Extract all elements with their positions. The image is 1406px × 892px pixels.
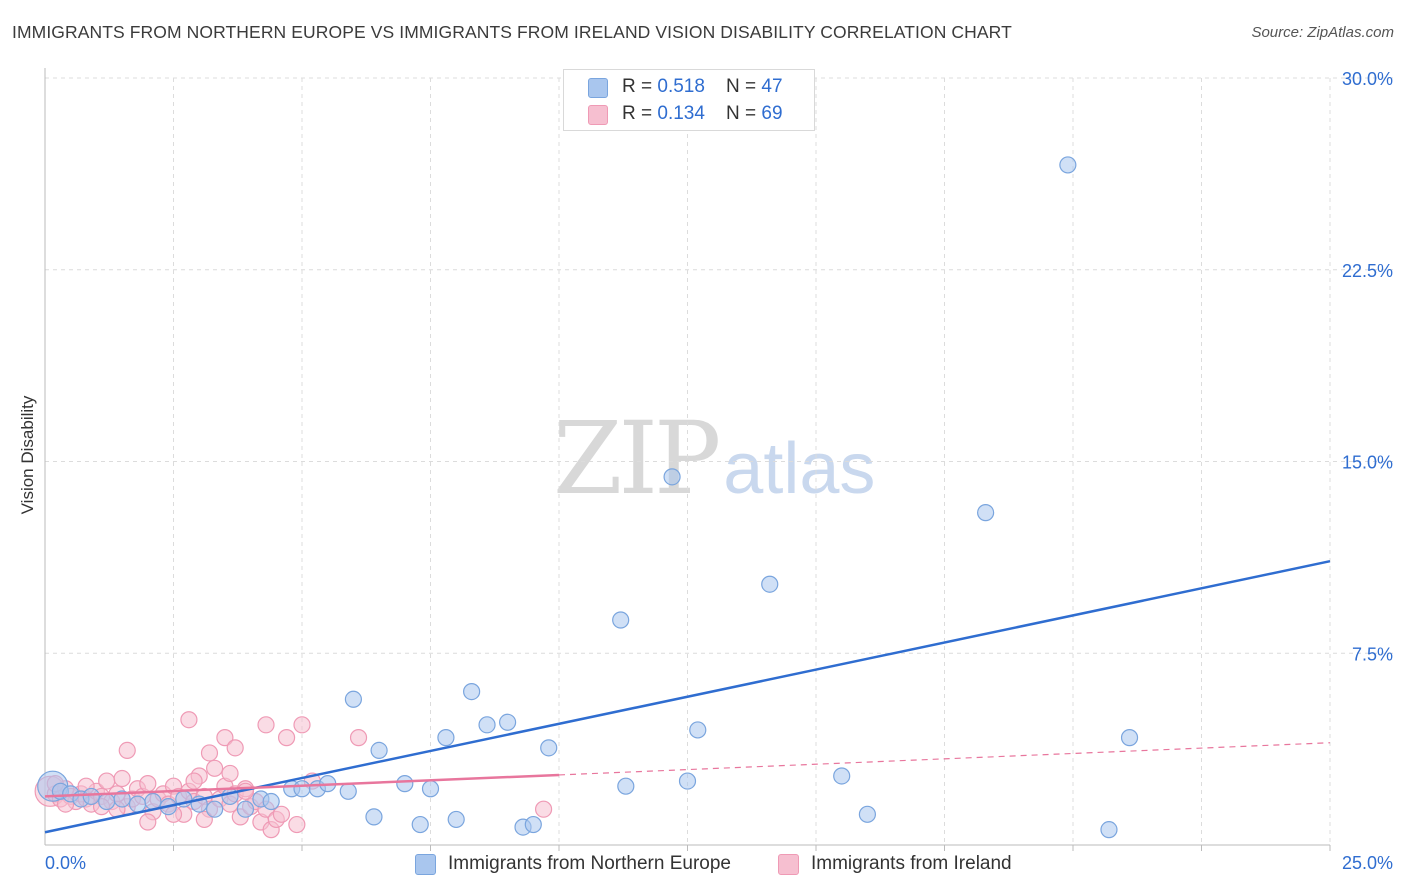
x-tick-label: 25.0% <box>1342 853 1393 873</box>
ireland-point <box>139 813 157 831</box>
n-value: 47 <box>761 76 783 97</box>
ireland-point <box>226 739 244 757</box>
ireland-point <box>180 711 198 729</box>
northern-europe-point <box>617 777 635 795</box>
r-label: R = <box>622 76 658 97</box>
watermark: ZIPatlas <box>553 400 875 517</box>
northern-europe-point <box>524 815 542 834</box>
bottom-legend-swatch-blue <box>415 854 436 875</box>
northern-europe-point <box>463 682 481 701</box>
bottom-legend-label: Immigrants from Ireland <box>811 853 1012 874</box>
northern-europe-point <box>421 780 440 798</box>
northern-europe-point <box>293 780 311 798</box>
northern-europe-point <box>663 468 681 486</box>
northern-europe-point <box>82 787 100 806</box>
legend-swatch-pink <box>588 105 608 125</box>
northern-europe-point <box>478 716 496 734</box>
n-label: N = <box>726 76 762 97</box>
y-tick-label: 7.5% <box>1352 644 1393 664</box>
n-value: 69 <box>761 103 783 124</box>
legend-swatch-blue <box>588 78 608 98</box>
northern-europe-point <box>339 782 357 800</box>
northern-europe-point <box>1100 821 1118 839</box>
bottom-legend-swatch-pink <box>778 854 799 875</box>
ireland-point <box>277 729 296 747</box>
northern-europe-point <box>499 713 517 731</box>
northern-europe-point <box>678 772 697 790</box>
ireland-point <box>118 741 136 760</box>
northern-europe-point <box>262 792 280 811</box>
n-label: N = <box>726 103 762 124</box>
ireland-point <box>206 759 224 777</box>
northern-europe-point <box>689 721 707 739</box>
northern-europe-point <box>447 810 465 829</box>
y-tick-label: 22.5% <box>1342 261 1393 281</box>
y-tick-label: 15.0% <box>1342 453 1393 473</box>
bottom-legend-label: Immigrants from Northern Europe <box>448 853 731 874</box>
ireland-point <box>200 744 219 762</box>
northern-europe-point <box>833 767 851 785</box>
ireland-point <box>288 815 306 834</box>
northern-europe-point <box>128 795 147 813</box>
northern-europe-point <box>396 775 414 793</box>
r-label: R = <box>622 103 658 124</box>
northern-europe-point <box>761 575 779 593</box>
northern-europe-point <box>365 808 383 826</box>
northern-europe-point <box>612 611 630 629</box>
northern-europe-point <box>1120 729 1139 747</box>
northern-europe-point <box>206 800 224 818</box>
ireland-point <box>257 716 275 734</box>
ireland-trendline <box>44 773 560 798</box>
ireland-point <box>139 775 157 793</box>
ireland-point <box>293 716 311 734</box>
ireland-point <box>113 769 131 788</box>
northern-europe-point <box>370 741 388 760</box>
northern-europe-point <box>113 790 131 808</box>
ireland-point <box>185 772 203 790</box>
ireland-point <box>216 729 234 747</box>
northern-europe-point <box>344 690 362 708</box>
northern-europe-point <box>977 504 995 522</box>
ireland-trendline-extension <box>558 742 1331 776</box>
source-credit: Source: ZipAtlas.com <box>1251 24 1394 41</box>
ireland-point <box>195 810 213 829</box>
chart-title: IMMIGRANTS FROM NORTHERN EUROPE VS IMMIG… <box>12 22 1012 42</box>
ireland-point <box>534 800 553 818</box>
northern-europe-point <box>98 792 116 811</box>
watermark-atlas: atlas <box>723 429 876 509</box>
ireland-point <box>272 805 291 823</box>
ireland-point <box>221 764 239 783</box>
y-axis-label: Vision Disability <box>18 395 37 515</box>
northern-europe-point <box>540 739 558 757</box>
northern-europe-point <box>858 805 877 823</box>
northern-europe-point <box>411 815 429 834</box>
northern-europe-point <box>1059 156 1077 174</box>
northern-europe-point <box>236 800 255 818</box>
ireland-point <box>349 729 368 747</box>
r-value: 0.134 <box>657 103 705 124</box>
r-value: 0.518 <box>657 76 705 97</box>
x-tick-label: 0.0% <box>45 853 86 873</box>
stats-legend: R = 0.518 N = 47 R = 0.134 N = 69 <box>563 69 815 131</box>
y-tick-label: 30.0% <box>1342 69 1393 89</box>
watermark-zip: ZIP <box>553 400 721 517</box>
northern-europe-point <box>437 729 455 747</box>
